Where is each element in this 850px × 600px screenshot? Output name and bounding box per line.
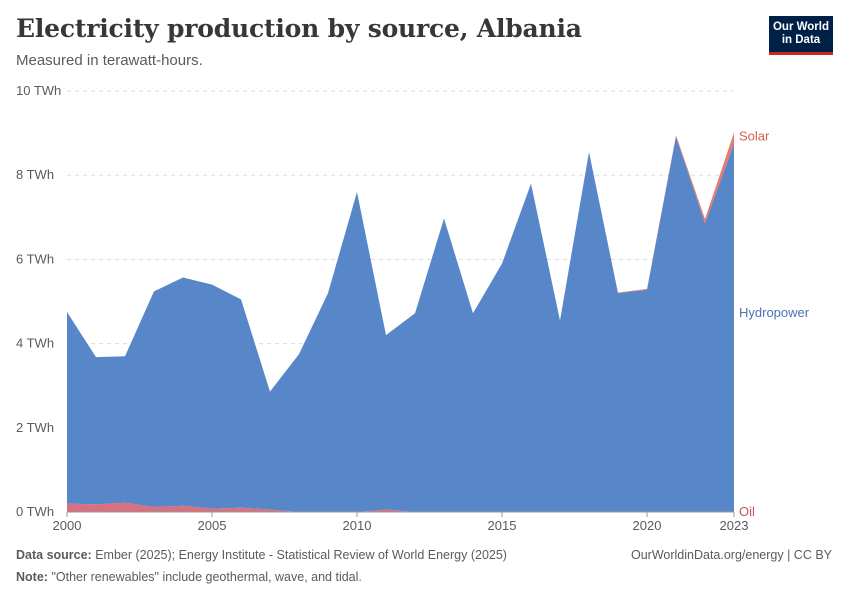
data-source-text: Ember (2025); Energy Institute - Statist… [95, 548, 507, 562]
data-source-label: Data source: [16, 548, 92, 562]
legend: Solar Hydropower Oil [739, 129, 810, 519]
area-chart: 0 TWh 2 TWh 4 TWh 6 TWh 8 TWh 10 TWh 2000 2005… [16, 83, 810, 533]
y-axis-ticks: 0 TWh 2 TWh 4 TWh 6 TWh 8 TWh 10 TWh [16, 83, 61, 519]
legend-hydropower[interactable]: Hydropower [739, 305, 810, 320]
x-tick-label: 2015 [488, 518, 517, 533]
x-tick-label: 2005 [198, 518, 227, 533]
owid-logo[interactable]: Our World in Data [769, 16, 833, 55]
x-tick-label: 2020 [633, 518, 662, 533]
y-tick-label: 2 TWh [16, 420, 54, 435]
data-source: Data source: Ember (2025); Energy Instit… [16, 548, 507, 562]
area-hydropower[interactable] [67, 136, 734, 512]
credit-link[interactable]: OurWorldinData.org/energy | CC BY [630, 548, 832, 562]
y-tick-label: 0 TWh [16, 504, 54, 519]
note-text: "Other renewables" include geothermal, w… [51, 570, 362, 584]
stacked-areas [67, 132, 734, 513]
y-tick-label: 8 TWh [16, 167, 54, 182]
legend-oil[interactable]: Oil [739, 504, 755, 519]
legend-solar[interactable]: Solar [739, 129, 770, 144]
x-axis-ticks: 2000 2005 2010 2015 2020 2023 [53, 512, 749, 533]
y-tick-label: 10 TWh [16, 83, 61, 98]
note-label: Note: [16, 570, 48, 584]
x-tick-label: 2000 [53, 518, 82, 533]
y-tick-label: 6 TWh [16, 251, 54, 266]
note: Note: "Other renewables" include geother… [16, 570, 362, 584]
x-tick-label: 2010 [343, 518, 372, 533]
chart-title: Electricity production by source, Albani… [16, 14, 582, 43]
y-tick-label: 4 TWh [16, 336, 54, 351]
area-oil[interactable] [67, 502, 734, 512]
logo-line-2: in Data [781, 34, 821, 46]
chart-subtitle: Measured in terawatt-hours. [16, 52, 203, 69]
logo-line-1: Our World [772, 21, 829, 33]
x-tick-label: 2023 [720, 518, 749, 533]
